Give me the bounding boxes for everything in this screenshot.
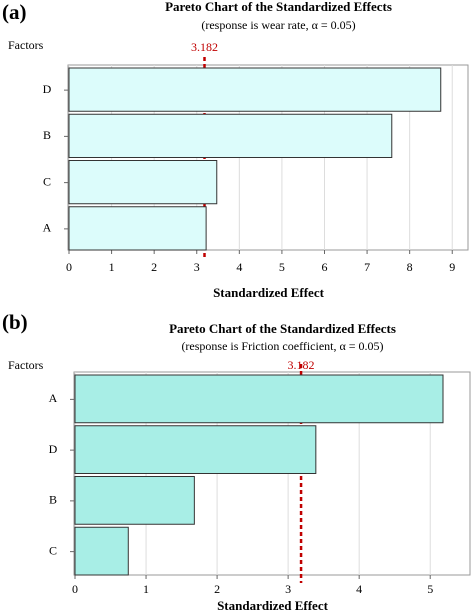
- chart-subtitle: (response is wear rate, α = 0.05): [201, 18, 355, 32]
- x-tick-label: 1: [109, 260, 115, 274]
- x-tick-label: 4: [236, 260, 242, 274]
- bar: [74, 476, 195, 525]
- bar: [74, 526, 129, 576]
- x-tick-label: 3: [285, 582, 291, 596]
- panel-label: (b): [2, 310, 28, 334]
- x-tick-label: 9: [449, 260, 455, 274]
- x-tick-label: 5: [279, 260, 285, 274]
- y-axis-label: Factors: [8, 38, 44, 52]
- reference-label: 3.182: [191, 40, 218, 54]
- y-tick-label: A: [43, 221, 52, 235]
- x-tick-label: 7: [364, 260, 370, 274]
- x-tick-label: 6: [321, 260, 327, 274]
- bar: [74, 425, 317, 474]
- bar: [68, 160, 218, 205]
- bar: [68, 67, 442, 112]
- x-tick-label: 8: [407, 260, 413, 274]
- x-axis-label: Standardized Effect: [217, 598, 329, 613]
- y-tick-label: C: [43, 174, 51, 188]
- reference-label: 3.182: [288, 358, 315, 372]
- panel-label: (a): [2, 0, 27, 24]
- x-tick-label: 0: [72, 582, 78, 596]
- bar: [68, 206, 207, 251]
- x-axis-label: Standardized Effect: [213, 285, 325, 300]
- x-tick-label: 4: [356, 582, 362, 596]
- chart-title: Pareto Chart of the Standardized Effects: [169, 321, 396, 336]
- y-tick-label: C: [49, 543, 57, 557]
- x-tick-label: 2: [214, 582, 220, 596]
- x-tick-label: 3: [194, 260, 200, 274]
- x-tick-label: 1: [143, 582, 149, 596]
- y-tick-label: B: [43, 128, 51, 142]
- x-tick-label: 0: [66, 260, 72, 274]
- y-axis-label: Factors: [8, 358, 44, 372]
- y-tick-label: D: [43, 82, 52, 96]
- y-tick-label: B: [49, 493, 57, 507]
- y-tick-label: A: [49, 391, 58, 405]
- bar: [68, 113, 393, 158]
- chart-title: Pareto Chart of the Standardized Effects: [165, 0, 392, 14]
- x-tick-label: 5: [427, 582, 433, 596]
- x-tick-label: 2: [151, 260, 157, 274]
- chart-subtitle: (response is Friction coefficient, α = 0…: [181, 339, 383, 353]
- bar: [74, 374, 444, 424]
- y-tick-label: D: [49, 442, 58, 456]
